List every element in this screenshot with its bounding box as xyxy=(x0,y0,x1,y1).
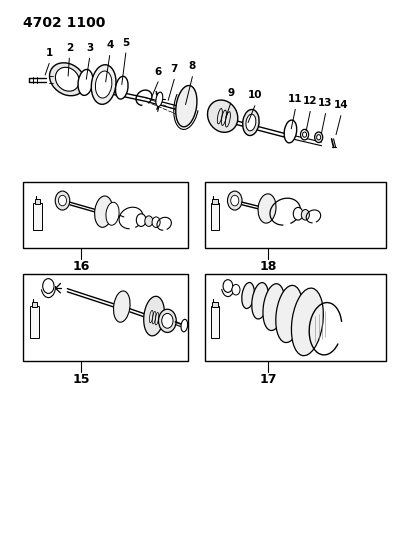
Ellipse shape xyxy=(144,296,164,336)
Bar xyxy=(204,182,386,248)
Bar xyxy=(23,274,189,361)
Text: 11: 11 xyxy=(288,94,303,104)
Circle shape xyxy=(293,207,303,220)
Text: 18: 18 xyxy=(259,260,277,273)
Text: 1: 1 xyxy=(45,48,53,58)
Text: 3: 3 xyxy=(86,43,93,53)
Text: 13: 13 xyxy=(318,98,333,108)
Ellipse shape xyxy=(94,196,112,227)
Ellipse shape xyxy=(181,319,188,332)
Circle shape xyxy=(223,280,233,292)
Ellipse shape xyxy=(207,100,238,132)
Circle shape xyxy=(301,209,309,220)
Text: 9: 9 xyxy=(227,88,234,98)
Ellipse shape xyxy=(176,85,197,127)
Circle shape xyxy=(55,191,70,210)
Text: 6: 6 xyxy=(155,67,162,77)
Text: 2: 2 xyxy=(66,43,73,53)
Ellipse shape xyxy=(284,120,297,143)
Text: 17: 17 xyxy=(259,373,277,386)
Bar xyxy=(204,274,386,361)
Text: 12: 12 xyxy=(303,96,317,106)
Bar xyxy=(212,302,218,307)
Text: 10: 10 xyxy=(248,91,262,100)
Circle shape xyxy=(232,285,240,295)
Bar xyxy=(32,302,38,307)
Ellipse shape xyxy=(114,291,130,322)
Bar xyxy=(35,199,40,204)
Text: 14: 14 xyxy=(334,100,348,110)
Bar xyxy=(211,306,219,338)
Ellipse shape xyxy=(243,109,259,135)
Ellipse shape xyxy=(49,63,85,96)
Ellipse shape xyxy=(78,69,93,95)
Bar xyxy=(33,203,42,230)
Ellipse shape xyxy=(263,284,285,330)
Bar xyxy=(30,306,39,338)
Circle shape xyxy=(159,309,176,333)
Circle shape xyxy=(145,216,153,227)
Circle shape xyxy=(231,195,239,206)
Circle shape xyxy=(162,313,173,328)
Text: 8: 8 xyxy=(189,61,196,71)
Text: 15: 15 xyxy=(72,373,90,386)
Bar xyxy=(23,182,189,248)
Text: 16: 16 xyxy=(72,260,90,273)
Ellipse shape xyxy=(292,288,324,356)
Ellipse shape xyxy=(156,92,163,107)
Ellipse shape xyxy=(276,285,303,343)
Ellipse shape xyxy=(91,64,116,104)
Circle shape xyxy=(152,217,160,228)
Circle shape xyxy=(227,191,242,210)
Text: 5: 5 xyxy=(122,38,130,47)
Ellipse shape xyxy=(95,71,112,98)
Text: 4: 4 xyxy=(106,41,113,50)
Circle shape xyxy=(317,135,321,140)
Circle shape xyxy=(58,195,67,206)
Ellipse shape xyxy=(115,76,128,99)
Ellipse shape xyxy=(242,282,254,309)
Ellipse shape xyxy=(258,194,276,223)
Circle shape xyxy=(136,214,146,227)
Ellipse shape xyxy=(106,202,119,225)
Text: 4702 1100: 4702 1100 xyxy=(23,16,106,30)
Ellipse shape xyxy=(55,67,79,91)
Ellipse shape xyxy=(246,114,256,131)
Ellipse shape xyxy=(252,282,269,319)
Bar xyxy=(212,199,218,204)
Circle shape xyxy=(43,279,54,293)
Circle shape xyxy=(315,132,323,142)
Circle shape xyxy=(301,130,308,140)
Bar xyxy=(211,203,219,230)
Circle shape xyxy=(303,132,307,138)
Text: 7: 7 xyxy=(171,64,178,74)
